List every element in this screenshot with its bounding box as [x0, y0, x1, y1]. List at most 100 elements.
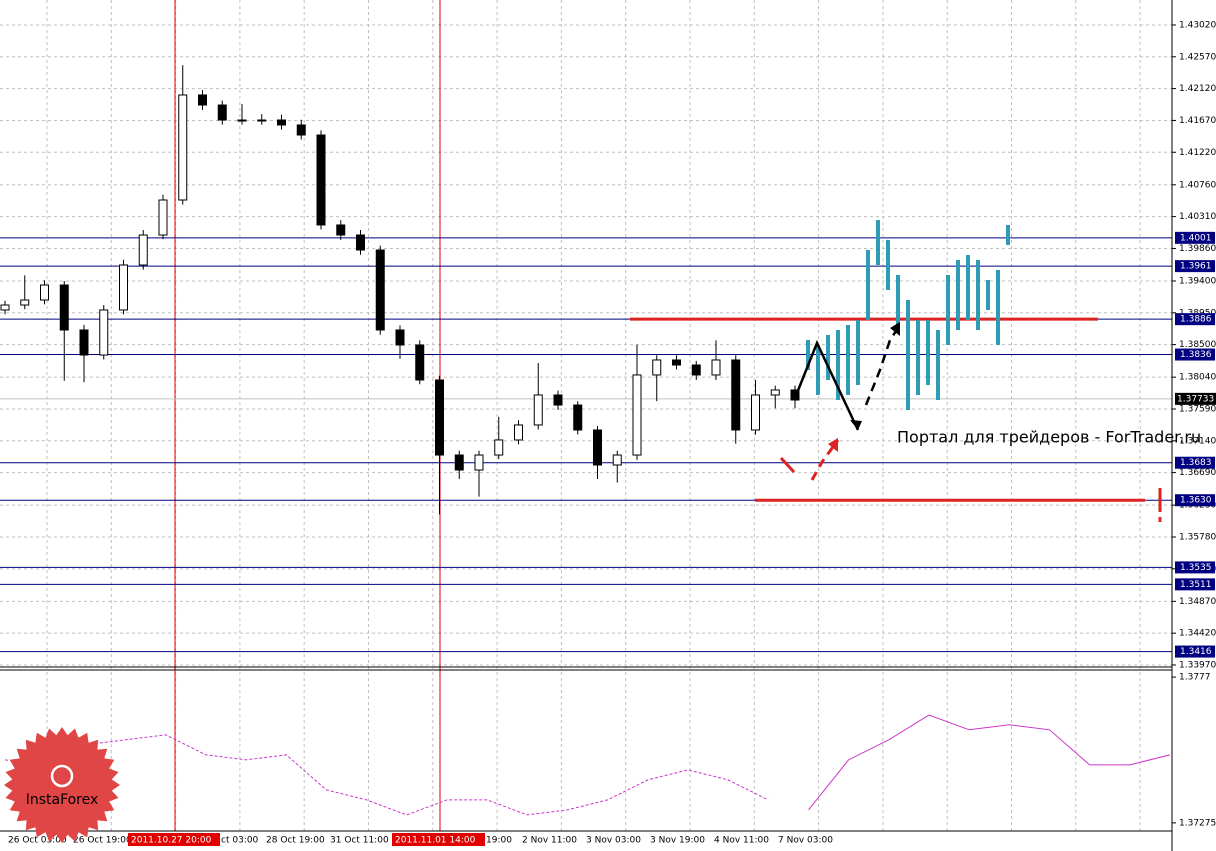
x-tick-label: 28 Oct 19:00 — [266, 836, 325, 846]
grid — [0, 0, 1172, 831]
y-tick-label: 1.36690 — [1179, 468, 1216, 478]
y-tick-label: 1.42120 — [1179, 84, 1216, 94]
candle-body — [59, 284, 69, 331]
candle-body — [178, 94, 188, 201]
exclamation-dot — [1158, 517, 1162, 522]
candle-body — [573, 404, 583, 431]
candle-body — [593, 429, 602, 466]
x-tick-label: 31 Oct 11:00 — [330, 836, 389, 846]
level-label: 1.3886 — [1180, 315, 1212, 325]
level-label: 1.3630 — [1180, 496, 1212, 506]
candle-body — [672, 359, 681, 366]
y-tick-label: 1.39860 — [1179, 244, 1216, 254]
candle-body — [731, 359, 741, 431]
x-tick-label: ct 03:00 — [221, 836, 259, 846]
y-tick-label: 1.33970 — [1179, 661, 1216, 671]
level-label: 1.3836 — [1180, 350, 1212, 360]
candle-body — [356, 234, 365, 251]
marker-label: 2011.10.27 20:00 — [131, 836, 212, 846]
zigzag-arrow — [793, 339, 860, 431]
candle-body — [79, 329, 89, 356]
y-tick-label: 1.34870 — [1179, 597, 1216, 607]
x-tick-label: 3 Nov 19:00 — [650, 836, 705, 846]
y-tick-label: 1.41670 — [1179, 116, 1216, 126]
candle-body — [336, 224, 346, 236]
level-label: 1.3961 — [1180, 262, 1212, 272]
candle-body — [99, 309, 109, 356]
level-label-box — [1175, 561, 1215, 574]
level-label: 1.3535 — [1180, 563, 1212, 573]
x-tick-label: 4 Nov 11:00 — [714, 836, 769, 846]
level-label-box — [1175, 231, 1215, 244]
candle-body — [237, 119, 247, 122]
level-label: 1.3511 — [1180, 580, 1212, 590]
level-label-box — [1175, 260, 1215, 273]
marker-label-box — [392, 833, 485, 846]
candle-body — [375, 249, 385, 331]
level-label: 1.4001 — [1180, 233, 1212, 243]
red-dash — [779, 456, 796, 474]
current-price-label: 1.37733 — [1177, 394, 1214, 404]
level-label-box — [1175, 645, 1215, 658]
y-tick-label: 1.43020 — [1179, 20, 1216, 30]
candle-body — [751, 394, 760, 431]
candle-body — [277, 119, 286, 126]
y-tick-label: 1.41220 — [1179, 148, 1216, 158]
y-tick-label: 1.34420 — [1179, 629, 1216, 639]
marker-label: 2011.11.01 14:00 — [395, 836, 476, 846]
y-tick-label: 1.42570 — [1179, 52, 1216, 62]
marker-label-box — [128, 833, 220, 846]
current-price-box — [1175, 392, 1216, 405]
candle-body — [553, 394, 563, 406]
marks — [0, 65, 1171, 816]
arrow-head — [828, 438, 838, 452]
y-tick-label: 1.37275 — [1179, 818, 1216, 828]
indicator-line — [808, 714, 1171, 811]
candle-body — [395, 329, 405, 346]
level-label-box — [1175, 456, 1215, 469]
logo-icon — [50, 764, 74, 788]
candle-body — [20, 299, 30, 306]
level-label: 1.3416 — [1180, 647, 1212, 657]
candle-body — [40, 284, 49, 301]
y-tick-label: 1.37140 — [1179, 436, 1216, 446]
y-tick-label: 1.35780 — [1179, 532, 1216, 542]
y-tick-label: 1.39400 — [1179, 276, 1216, 286]
x-tick-label: 19:00 — [486, 836, 512, 846]
y-tick-label: 1.40310 — [1179, 212, 1216, 222]
arrow-head — [850, 420, 862, 430]
candle-body — [632, 374, 642, 456]
candle-body — [158, 199, 168, 236]
candle-body — [119, 264, 128, 311]
candle-body — [217, 104, 227, 121]
arrow-head — [890, 322, 900, 336]
candle-body — [494, 439, 504, 456]
logo-text: InstaForex — [26, 792, 99, 808]
level-label-box — [1175, 313, 1215, 326]
annotations — [779, 322, 1162, 522]
candle-body — [415, 344, 425, 381]
candle-body — [652, 359, 662, 376]
candle-body — [770, 389, 780, 396]
y-tick-label: 1.40760 — [1179, 180, 1216, 190]
candle-body — [711, 359, 721, 376]
x-tick-label: 26 Oct 03:00 — [8, 836, 67, 846]
level-label-box — [1175, 578, 1215, 591]
level-label-box — [1175, 348, 1215, 361]
level-label-box — [1175, 494, 1215, 507]
candle-body — [0, 304, 10, 311]
y-tick-label: 1.38500 — [1179, 340, 1216, 350]
candle-body — [138, 234, 148, 266]
indicator-line-past — [4, 734, 769, 816]
candle-body — [435, 379, 444, 456]
candle-body — [454, 454, 464, 471]
y-tick-label: 1.38040 — [1179, 373, 1216, 383]
y-tick-label: 1.37590 — [1179, 404, 1216, 414]
level-label: 1.3683 — [1180, 458, 1212, 468]
candle-body — [296, 124, 306, 136]
candle-body — [198, 94, 207, 106]
x-tick-label: 26 Oct 19:00 — [73, 836, 132, 846]
x-tick-label: 3 Nov 03:00 — [586, 836, 641, 846]
